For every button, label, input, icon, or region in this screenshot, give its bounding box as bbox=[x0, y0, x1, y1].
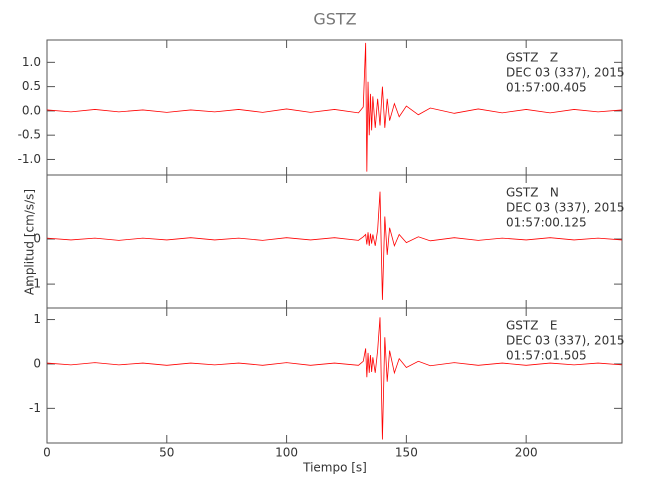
y-tick-label: 0.5 bbox=[22, 79, 41, 93]
trace-annotation: DEC 03 (337), 2015 bbox=[506, 66, 625, 80]
y-tick-label: 0 bbox=[33, 356, 41, 370]
y-tick-label: -0.5 bbox=[18, 128, 41, 142]
trace-annotation: GSTZ N bbox=[506, 186, 559, 200]
trace-annotation: 01:57:00.125 bbox=[506, 216, 587, 230]
y-tick-label: -1 bbox=[29, 401, 41, 415]
x-tick-label: 0 bbox=[43, 446, 51, 460]
waveform bbox=[46, 191, 623, 300]
x-tick-label: 200 bbox=[515, 446, 538, 460]
trace-annotation: DEC 03 (337), 2015 bbox=[506, 334, 625, 348]
waveform bbox=[46, 42, 623, 172]
waveform bbox=[46, 317, 623, 440]
y-tick-label: -1.0 bbox=[18, 152, 41, 166]
y-tick-label: -1 bbox=[29, 277, 41, 291]
x-axis-label: Tiempo [s] bbox=[302, 461, 367, 475]
trace-annotation: DEC 03 (337), 2015 bbox=[506, 201, 625, 215]
x-tick-label: 50 bbox=[159, 446, 174, 460]
trace-annotation: GSTZ Z bbox=[506, 51, 558, 65]
trace-annotation: GSTZ E bbox=[506, 319, 558, 333]
x-tick-label: 100 bbox=[275, 446, 298, 460]
y-tick-label: 1 bbox=[33, 312, 41, 326]
panel-frame bbox=[46, 307, 623, 444]
y-axis-label: Amplitud [cm/s/s] bbox=[23, 189, 37, 295]
x-tick-label: 150 bbox=[395, 446, 418, 460]
y-tick-label: 0.0 bbox=[22, 103, 41, 117]
trace-annotation: 01:57:01.505 bbox=[506, 349, 587, 363]
y-tick-label: 0 bbox=[33, 232, 41, 246]
trace-annotation: 01:57:00.405 bbox=[506, 81, 587, 95]
chart-title: GSTZ bbox=[313, 10, 356, 29]
y-tick-label: 1.0 bbox=[22, 55, 41, 69]
